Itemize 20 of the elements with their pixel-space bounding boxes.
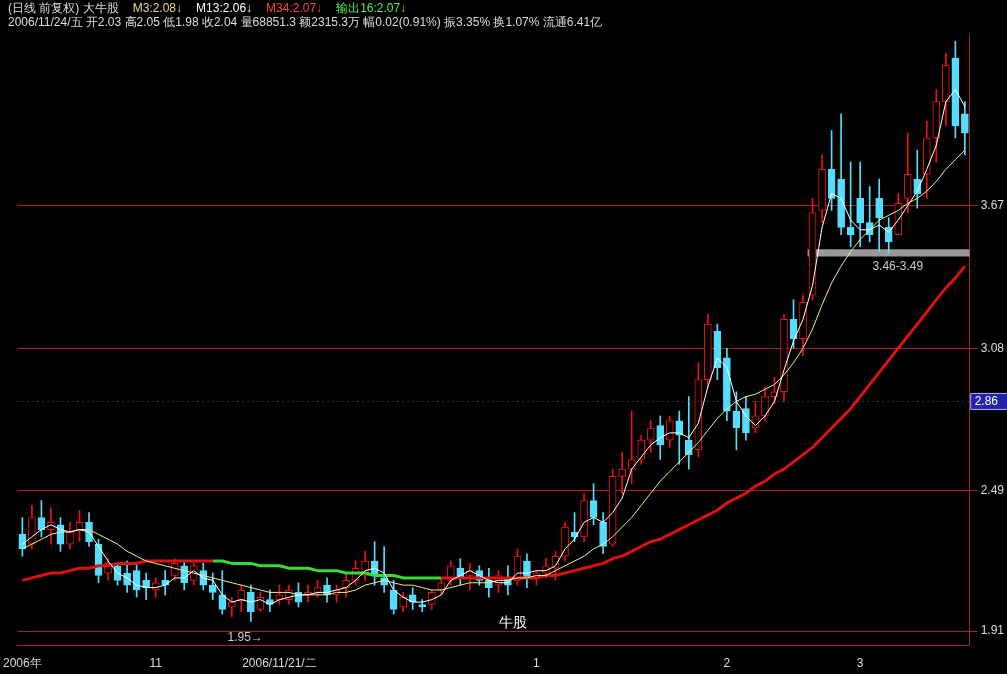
y-tick-label: 2.49 <box>980 483 1005 498</box>
band-label: 3.46-3.49 <box>872 258 924 273</box>
x-tick-label: 11 <box>149 656 163 671</box>
text: M13:2.06↓ <box>196 1 253 15</box>
text: 输出16:2.07↓ <box>336 1 407 15</box>
ref-line-label: 2.86 <box>974 393 999 408</box>
x-tick-label: 1 <box>533 656 541 671</box>
text: M34:2.07↓ <box>266 1 323 15</box>
x-tick-label: 2 <box>723 656 731 671</box>
x-tick-label: 3 <box>856 656 864 671</box>
y-tick-label: 1.91 <box>980 623 1005 638</box>
annotation: 牛股 <box>498 614 527 631</box>
x-tick-label: 2006/11/21/二 <box>242 656 317 671</box>
x-tick-label: 2006年 <box>3 656 42 671</box>
y-tick-label: 3.67 <box>980 197 1005 212</box>
text: M3:2.08↓ <box>132 1 183 15</box>
chart-title: (日线 前复权) 大牛股 <box>8 1 119 15</box>
y-tick-label: 3.08 <box>980 340 1005 355</box>
annotation: 1.95→ <box>227 629 263 644</box>
chart-subtitle: 2006/11/24/五 开2.03 高2.05 低1.98 收2.04 量68851.3 额2315.3万 幅0.02(0.91%) 振3.35% 换1.07% 流通6.41亿 <box>8 15 603 31</box>
